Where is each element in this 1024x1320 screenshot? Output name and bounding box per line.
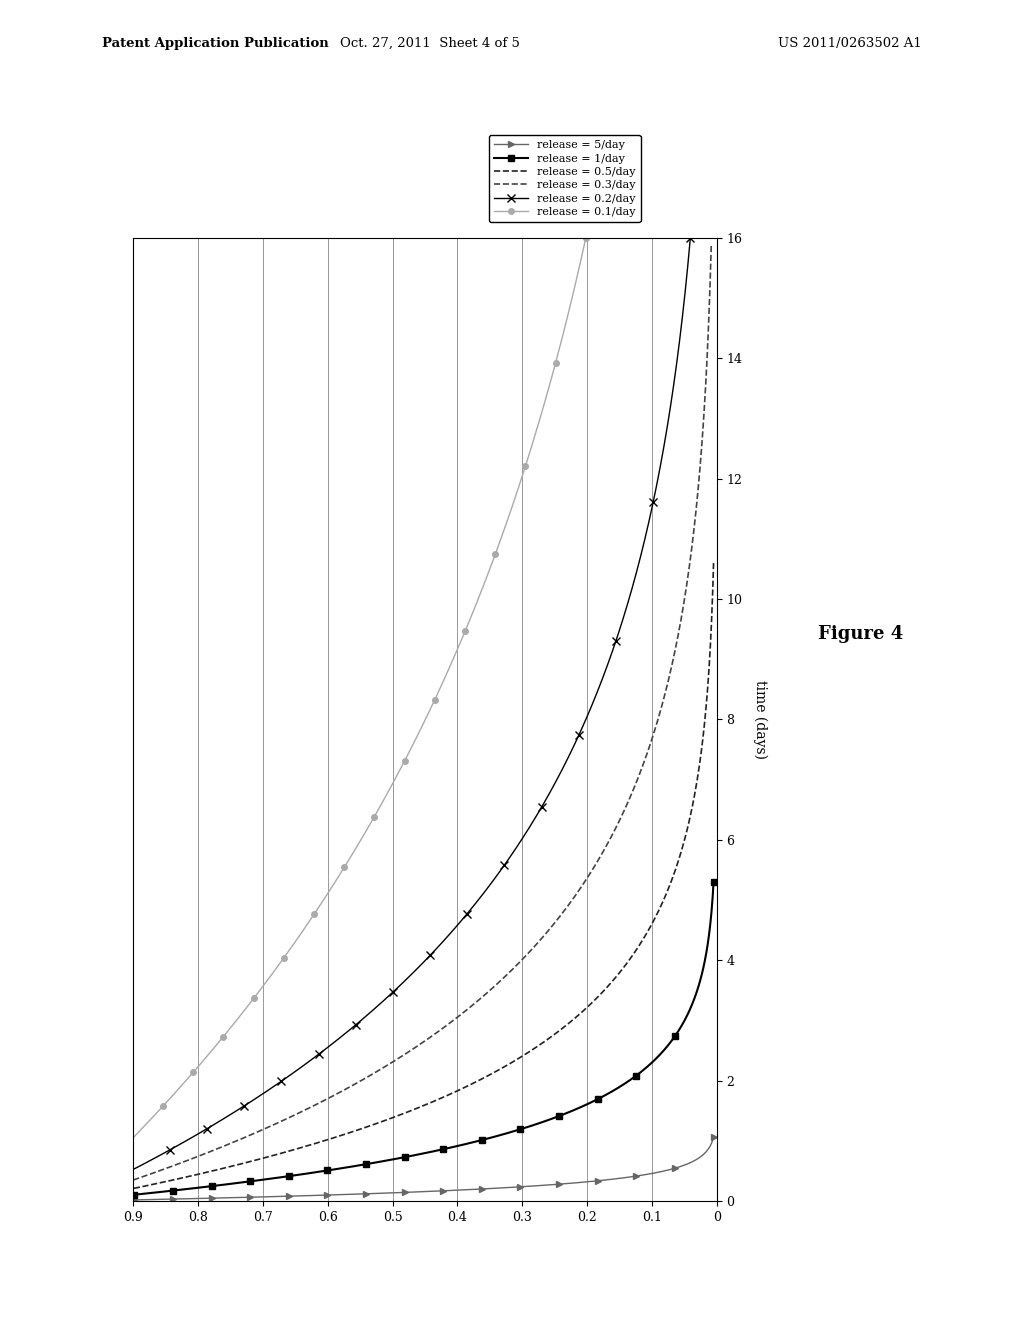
release = 0.1/day bbox=[488, 548, 501, 564]
Text: Figure 4: Figure 4 bbox=[817, 624, 903, 643]
release = 0.1/day bbox=[171, 1082, 183, 1098]
release = 0.1/day bbox=[176, 1076, 188, 1092]
release = 0.1/day bbox=[580, 230, 592, 246]
release = 0.3/day bbox=[454, 1007, 466, 1023]
release = 5/day bbox=[678, 1158, 690, 1173]
release = 1/day bbox=[127, 1187, 139, 1203]
release = 1/day bbox=[678, 1014, 690, 1030]
release = 0.5/day bbox=[425, 1094, 437, 1110]
release = 0.1/day bbox=[467, 605, 479, 620]
release = 0.3/day bbox=[127, 1172, 139, 1188]
Line: release = 1/day: release = 1/day bbox=[130, 879, 717, 1199]
release = 0.2/day bbox=[391, 981, 403, 997]
release = 5/day bbox=[440, 1183, 453, 1199]
release = 0.2/day bbox=[482, 879, 495, 895]
Text: Oct. 27, 2011  Sheet 4 of 5: Oct. 27, 2011 Sheet 4 of 5 bbox=[340, 37, 520, 50]
Y-axis label: time (days): time (days) bbox=[753, 680, 768, 759]
release = 5/day bbox=[127, 1192, 139, 1208]
release = 5/day bbox=[708, 1130, 720, 1146]
release = 0.2/day bbox=[127, 1162, 139, 1177]
release = 1/day bbox=[143, 1185, 156, 1201]
Line: release = 0.1/day: release = 0.1/day bbox=[130, 235, 589, 1140]
release = 0.5/day bbox=[251, 1152, 263, 1168]
release = 0.5/day bbox=[708, 556, 720, 572]
release = 5/day bbox=[144, 1192, 157, 1208]
release = 0.5/day bbox=[440, 1088, 453, 1104]
release = 0.2/day bbox=[158, 1146, 170, 1162]
release = 5/day bbox=[251, 1189, 263, 1205]
release = 0.1/day bbox=[306, 908, 318, 924]
Line: release = 0.2/day: release = 0.2/day bbox=[129, 234, 694, 1173]
release = 1/day bbox=[708, 874, 720, 890]
release = 0.1/day bbox=[151, 1105, 163, 1121]
release = 0.3/day bbox=[335, 1084, 347, 1100]
release = 0.2/day bbox=[543, 785, 555, 801]
release = 0.3/day bbox=[281, 1111, 293, 1127]
release = 0.2/day bbox=[161, 1143, 173, 1159]
Text: US 2011/0263502 A1: US 2011/0263502 A1 bbox=[778, 37, 922, 50]
release = 0.3/day bbox=[513, 954, 525, 970]
release = 0.5/day bbox=[144, 1177, 157, 1193]
Legend: release = 5/day, release = 1/day, release = 0.5/day, release = 0.3/day, release : release = 5/day, release = 1/day, releas… bbox=[488, 135, 641, 222]
release = 0.2/day bbox=[684, 230, 696, 246]
release = 5/day bbox=[143, 1192, 156, 1208]
release = 0.5/day bbox=[143, 1177, 156, 1193]
release = 0.5/day bbox=[678, 834, 690, 850]
release = 1/day bbox=[144, 1185, 157, 1201]
release = 0.2/day bbox=[504, 850, 516, 866]
Text: Patent Application Publication: Patent Application Publication bbox=[102, 37, 329, 50]
Line: release = 0.3/day: release = 0.3/day bbox=[133, 246, 712, 1180]
Line: release = 5/day: release = 5/day bbox=[130, 1134, 717, 1204]
release = 0.3/day bbox=[426, 1028, 438, 1044]
release = 0.1/day bbox=[127, 1130, 139, 1146]
Line: release = 0.5/day: release = 0.5/day bbox=[133, 564, 714, 1188]
release = 0.3/day bbox=[509, 958, 521, 974]
release = 0.3/day bbox=[706, 238, 718, 253]
release = 1/day bbox=[251, 1172, 263, 1188]
release = 1/day bbox=[425, 1144, 437, 1160]
release = 1/day bbox=[440, 1140, 453, 1156]
release = 0.5/day bbox=[127, 1180, 139, 1196]
release = 5/day bbox=[425, 1184, 437, 1200]
